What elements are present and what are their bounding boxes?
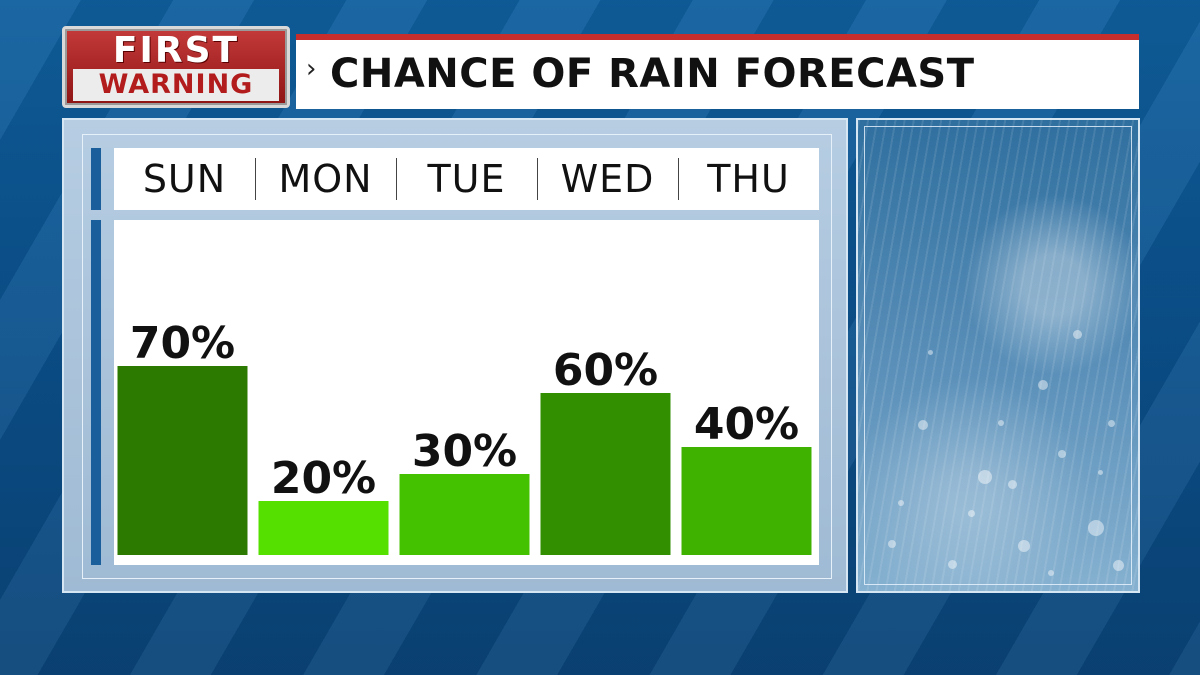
day-header-accent [91,148,101,210]
rain-drop [888,540,896,548]
rain-drop [1048,570,1054,576]
rain-photo [856,118,1140,593]
title-bar: › CHANCE OF RAIN FORECAST [296,34,1139,109]
page-title: CHANCE OF RAIN FORECAST [330,51,975,97]
logo-warning-text: WARNING [73,69,279,101]
chart-inner-frame [82,134,832,579]
rain-drop [1038,380,1048,390]
rain-drop [1113,560,1124,571]
rain-drop [898,500,904,506]
bar-wed [540,393,671,555]
bar-mon [258,501,389,555]
logo-first-text: FIRST [112,30,240,71]
rain-drop [1058,450,1066,458]
value-label-thu: 40% [694,399,799,450]
bar-tue [399,474,530,555]
rain-drop [928,350,933,355]
plot-area: 70% 20% 30% 60% 40% [114,220,819,565]
first-warning-logo: FIRST WARNING [62,26,290,108]
day-label-wed: WED [560,157,655,201]
chevron-right-icon: › [306,54,317,84]
rain-drop [1098,470,1103,475]
rain-drop [1018,540,1030,552]
day-separator [537,158,538,200]
rain-chance-chart: 70% 20% 30% 60% 40% [117,318,812,555]
plot-accent [91,220,101,565]
rain-drop [978,470,992,484]
day-label-thu: THU [707,157,790,201]
rain-drop [998,420,1004,426]
rain-drop [968,510,975,517]
value-label-sun: 70% [130,318,235,369]
day-label-mon: MON [278,157,373,201]
chart-panel: SUN MON TUE WED THU 70% 20% 30% 60% 40% [62,118,848,593]
rain-drop [1073,330,1082,339]
bar-sun [117,366,248,555]
rain-drop [1008,480,1017,489]
value-label-wed: 60% [553,345,658,396]
value-label-tue: 30% [412,426,517,477]
day-separator [396,158,397,200]
rain-drop [1088,520,1104,536]
rain-drop [1108,420,1115,427]
day-label-sun: SUN [142,157,227,201]
day-label-tue: TUE [427,157,506,201]
day-separator [255,158,256,200]
value-label-mon: 20% [271,453,376,504]
rain-drop [948,560,957,569]
day-header-bar: SUN MON TUE WED THU [114,148,819,210]
photo-inner-frame [864,126,1132,585]
bar-thu [681,447,812,555]
day-separator [678,158,679,200]
rain-drop [918,420,928,430]
